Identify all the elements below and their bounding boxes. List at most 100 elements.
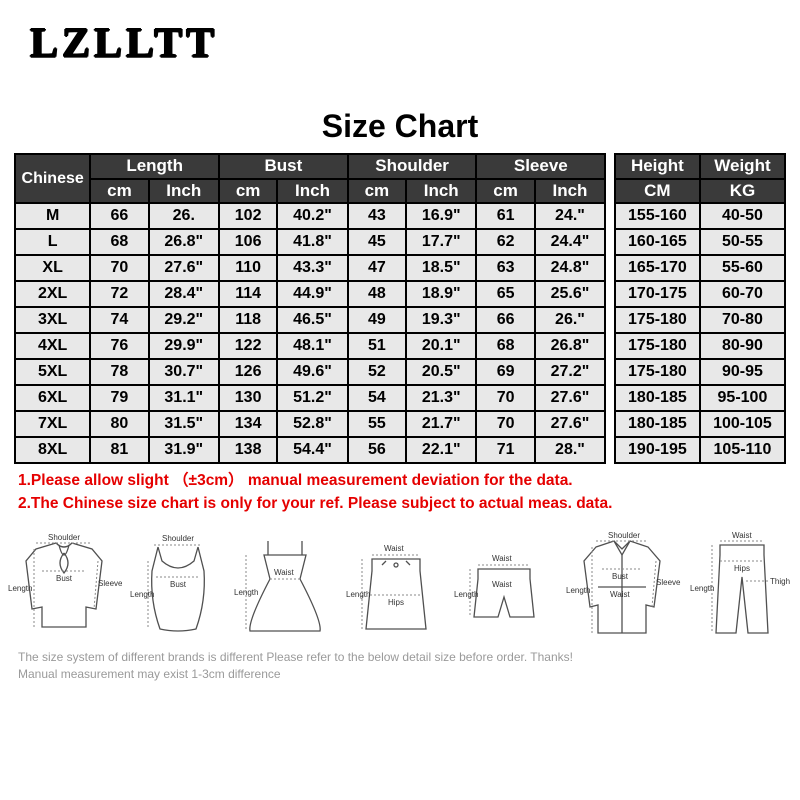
cell: 19.3" xyxy=(406,307,476,333)
th-length: Length xyxy=(90,154,219,179)
th-in: Inch xyxy=(277,179,347,204)
th-cm: cm xyxy=(348,179,406,204)
cell: 31.9" xyxy=(149,437,219,463)
svg-text:Length: Length xyxy=(346,590,370,599)
cell: 70 xyxy=(90,255,148,281)
cell: 27.6" xyxy=(149,255,219,281)
cell: 160-165 xyxy=(615,229,700,255)
cell: 106 xyxy=(219,229,277,255)
cell: 52.8" xyxy=(277,411,347,437)
cell: 51.2" xyxy=(277,385,347,411)
table-row: 5XL7830.7"12649.6"5220.5"6927.2"175-1809… xyxy=(15,359,785,385)
diagram-blouse: Shoulder Bust Length Sleeve xyxy=(6,531,122,641)
diagram-shorts: Waist Waist Length xyxy=(454,531,554,641)
cell: 21.3" xyxy=(406,385,476,411)
notes: 1.Please allow slight （±3cm） manual meas… xyxy=(0,464,800,515)
cell: XL xyxy=(15,255,90,281)
svg-text:Length: Length xyxy=(454,590,478,599)
table-row: M6626.10240.2"4316.9"6124."155-16040-50 xyxy=(15,203,785,229)
cell: 155-160 xyxy=(615,203,700,229)
cell: 105-110 xyxy=(700,437,785,463)
cell: 6XL xyxy=(15,385,90,411)
svg-text:Shoulder: Shoulder xyxy=(162,534,194,543)
cell: 28." xyxy=(535,437,605,463)
th-shoulder: Shoulder xyxy=(348,154,477,179)
cell: 175-180 xyxy=(615,359,700,385)
cell: 40.2" xyxy=(277,203,347,229)
cell: 54.4" xyxy=(277,437,347,463)
cell: 70 xyxy=(476,411,534,437)
svg-text:Sleeve: Sleeve xyxy=(656,578,681,587)
svg-text:Length: Length xyxy=(130,590,154,599)
cell xyxy=(605,203,615,229)
cell: 24.8" xyxy=(535,255,605,281)
cell: 48 xyxy=(348,281,406,307)
th-CM: CM xyxy=(615,179,700,204)
cell: 30.7" xyxy=(149,359,219,385)
cell: 190-195 xyxy=(615,437,700,463)
diagram-skirt: Waist Hips Length xyxy=(346,531,446,641)
page-title: Size Chart xyxy=(0,108,800,145)
cell: 79 xyxy=(90,385,148,411)
cell: 29.2" xyxy=(149,307,219,333)
cell: 16.9" xyxy=(406,203,476,229)
cell: 55-60 xyxy=(700,255,785,281)
cell xyxy=(605,255,615,281)
svg-text:Length: Length xyxy=(234,588,258,597)
cell: 55 xyxy=(348,411,406,437)
cell: 66 xyxy=(476,307,534,333)
cell: 7XL xyxy=(15,411,90,437)
cell: 49 xyxy=(348,307,406,333)
svg-text:Waist: Waist xyxy=(610,590,630,599)
cell: 80-90 xyxy=(700,333,785,359)
cell: 71 xyxy=(476,437,534,463)
note-2: 2.The Chinese size chart is only for you… xyxy=(18,493,782,515)
cell: 48.1" xyxy=(277,333,347,359)
cell: 25.6" xyxy=(535,281,605,307)
th-cm: cm xyxy=(219,179,277,204)
brand-logo: LZLLTT xyxy=(0,0,800,78)
table-row: XL7027.6"11043.3"4718.5"6324.8"165-17055… xyxy=(15,255,785,281)
size-chart: Chinese Length Bust Shoulder Sleeve Heig… xyxy=(0,153,800,464)
cell: 29.9" xyxy=(149,333,219,359)
cell: 18.9" xyxy=(406,281,476,307)
cell: 27.6" xyxy=(535,411,605,437)
cell: 54 xyxy=(348,385,406,411)
note-1: 1.Please allow slight （±3cm） manual meas… xyxy=(18,470,782,492)
th-height: Height xyxy=(615,154,700,179)
cell: 90-95 xyxy=(700,359,785,385)
cell xyxy=(605,281,615,307)
cell: 5XL xyxy=(15,359,90,385)
cell: 40-50 xyxy=(700,203,785,229)
cell: 170-175 xyxy=(615,281,700,307)
svg-text:Waist: Waist xyxy=(492,554,512,563)
cell: 180-185 xyxy=(615,411,700,437)
svg-text:Hips: Hips xyxy=(734,564,750,573)
cell: 138 xyxy=(219,437,277,463)
th-cm: cm xyxy=(90,179,148,204)
diagram-coat: Shoulder Bust Waist Length Sleeve xyxy=(562,531,682,641)
cell: 43 xyxy=(348,203,406,229)
cell: 22.1" xyxy=(406,437,476,463)
cell: 51 xyxy=(348,333,406,359)
cell: 56 xyxy=(348,437,406,463)
cell: M xyxy=(15,203,90,229)
cell: 28.4" xyxy=(149,281,219,307)
th-in: Inch xyxy=(535,179,605,204)
cell: 70 xyxy=(476,385,534,411)
garment-diagrams: Shoulder Bust Length Sleeve Shoulder Bus… xyxy=(0,515,800,641)
cell: 52 xyxy=(348,359,406,385)
th-KG: KG xyxy=(700,179,785,204)
diagram-camisole: Shoulder Bust Length xyxy=(130,531,226,641)
th-chinese: Chinese xyxy=(15,154,90,203)
cell: 80 xyxy=(90,411,148,437)
cell: 41.8" xyxy=(277,229,347,255)
th-cm: cm xyxy=(476,179,534,204)
cell: 114 xyxy=(219,281,277,307)
cell: 49.6" xyxy=(277,359,347,385)
footer-line-2: Manual measurement may exist 1-3cm diffe… xyxy=(18,666,782,683)
cell: 31.1" xyxy=(149,385,219,411)
svg-text:Sleeve: Sleeve xyxy=(98,579,122,588)
cell: 31.5" xyxy=(149,411,219,437)
cell: 68 xyxy=(476,333,534,359)
